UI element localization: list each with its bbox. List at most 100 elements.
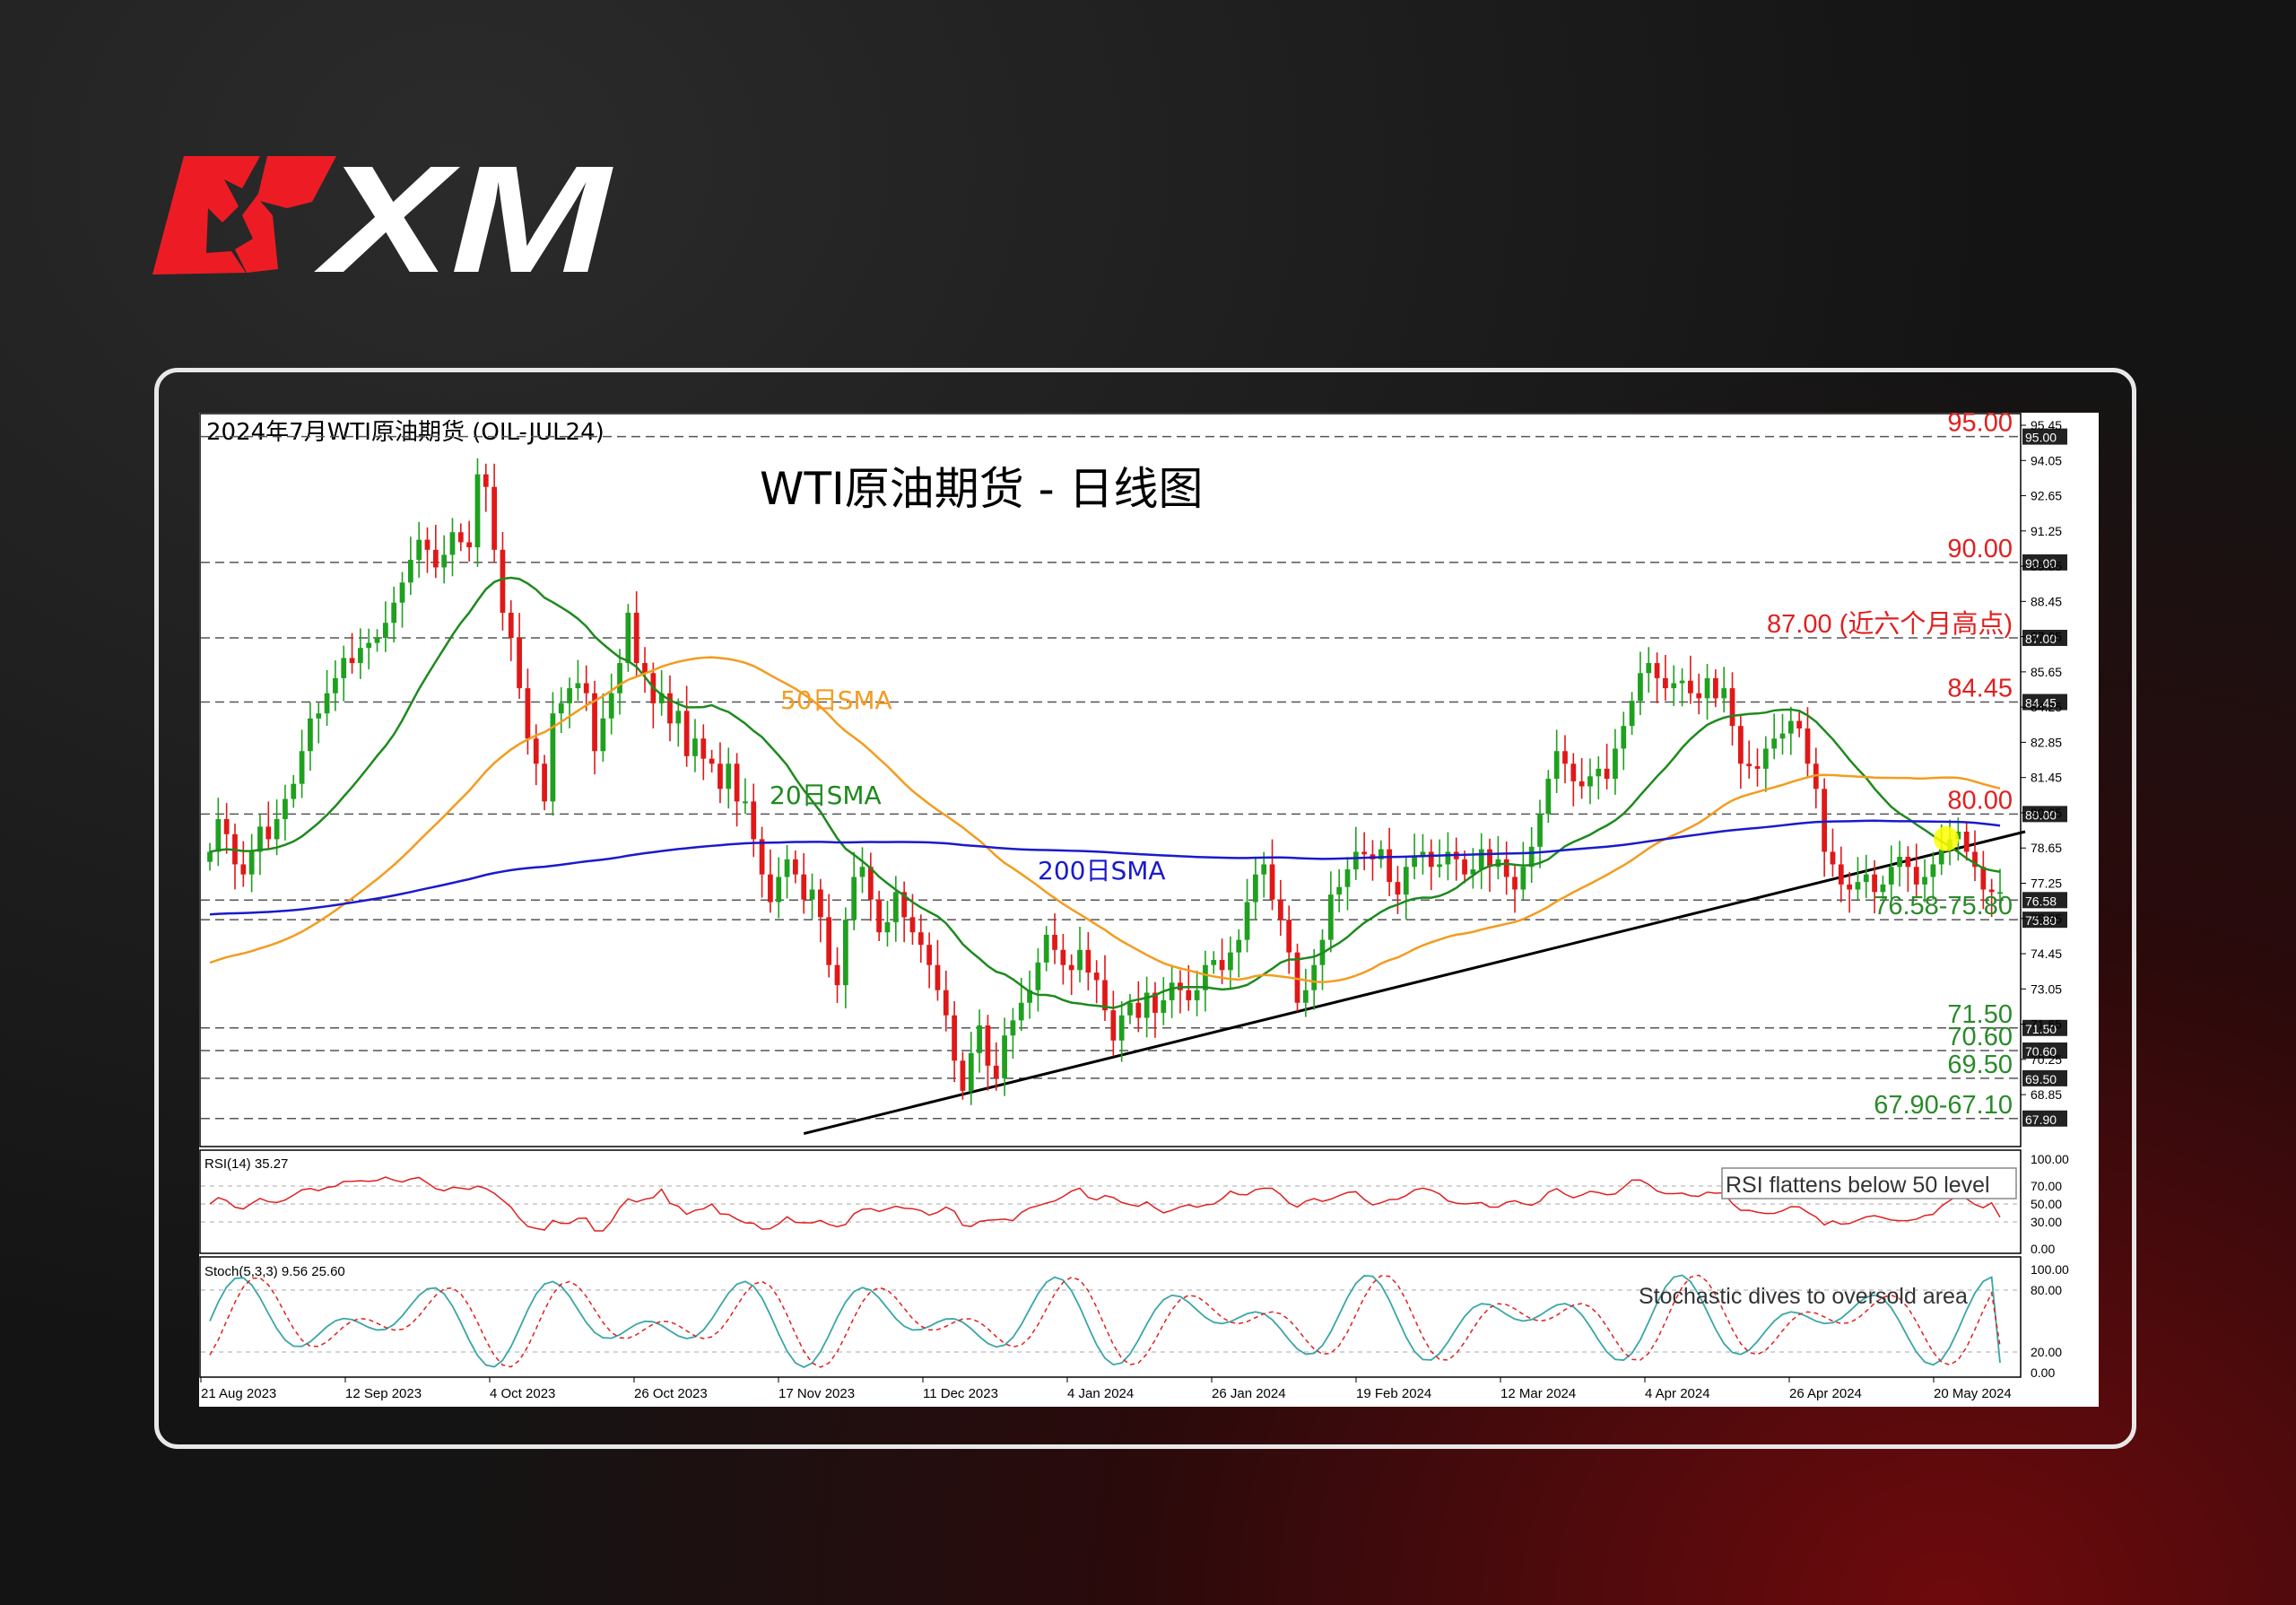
price-tick-label: 81.45 bbox=[2031, 771, 2062, 785]
candle-body bbox=[1327, 894, 1334, 940]
candle-body bbox=[842, 920, 848, 986]
candle-body bbox=[960, 1060, 966, 1091]
candle-body bbox=[1336, 886, 1343, 895]
level-tag bbox=[2022, 806, 2067, 823]
rsi-level-label: 100.00 bbox=[2031, 1152, 2069, 1166]
candle-body bbox=[683, 711, 690, 756]
candle-body bbox=[1161, 999, 1167, 1013]
candle-body bbox=[1746, 763, 1752, 767]
level-tag bbox=[2022, 912, 2067, 929]
level-tag bbox=[2022, 1069, 2067, 1086]
candle-body bbox=[308, 718, 313, 752]
price-tick-label: 75.85 bbox=[2031, 912, 2062, 926]
candle-body bbox=[1420, 851, 1426, 858]
price-tick-label: 70.25 bbox=[2031, 1052, 2062, 1067]
candle-body bbox=[1110, 1010, 1117, 1041]
main-pane-border bbox=[199, 413, 2022, 1147]
x-tick-label: 20 May 2024 bbox=[1934, 1386, 2012, 1401]
candle-body bbox=[793, 859, 798, 875]
candle-body bbox=[1963, 831, 1970, 852]
price-tick-label: 94.05 bbox=[2031, 453, 2062, 467]
candle-body bbox=[642, 663, 648, 674]
candle-body bbox=[1704, 677, 1710, 699]
level-label: 90.00 bbox=[1947, 535, 2013, 563]
support-trendline bbox=[803, 830, 2026, 1136]
candle-body bbox=[1922, 877, 1927, 885]
level-label: 87.00 (近六个月高点) bbox=[1767, 609, 2013, 639]
candle-body bbox=[1613, 748, 1618, 780]
candle-body bbox=[1830, 851, 1836, 865]
candle-body bbox=[1437, 864, 1442, 868]
sma-20-line bbox=[209, 576, 2001, 1009]
candle-body bbox=[1294, 952, 1300, 1003]
candle-body bbox=[1997, 892, 2003, 894]
candle-body bbox=[1085, 949, 1091, 973]
sma-200-line bbox=[209, 819, 2001, 916]
candle-body bbox=[1135, 1002, 1142, 1018]
stoch-level-label: 80.00 bbox=[2031, 1283, 2062, 1297]
candle-body bbox=[567, 688, 572, 703]
candle-body bbox=[1545, 779, 1552, 815]
candle-body bbox=[1638, 673, 1643, 702]
candle-body bbox=[1169, 982, 1175, 1000]
price-tick-label: 80.05 bbox=[2031, 806, 2062, 820]
price-tick-label: 71.65 bbox=[2031, 1017, 2062, 1032]
candle-body bbox=[759, 839, 765, 875]
candle-body bbox=[1713, 677, 1718, 699]
price-tick-label: 85.65 bbox=[2031, 665, 2062, 679]
rsi-level-label: 0.00 bbox=[2031, 1242, 2055, 1256]
bull-logo-mark-right bbox=[235, 156, 336, 273]
candle-body bbox=[1302, 990, 1309, 1003]
candle-body bbox=[432, 549, 439, 568]
sma50-label: 50日SMA bbox=[780, 685, 892, 715]
candle-body bbox=[1587, 776, 1593, 787]
instrument-label: 2024年7月WTI原油期货 (OIL-JUL24) bbox=[206, 419, 604, 446]
candle-body bbox=[1512, 877, 1518, 890]
candle-body bbox=[316, 713, 322, 719]
level-tag-text: 70.60 bbox=[2025, 1044, 2057, 1059]
candle-body bbox=[876, 899, 883, 933]
level-tag bbox=[2022, 554, 2067, 571]
rsi-line bbox=[209, 1176, 2001, 1232]
sma20-label: 20日SMA bbox=[770, 781, 882, 810]
price-tick-label: 87.05 bbox=[2031, 630, 2062, 644]
x-tick-label: 26 Jan 2024 bbox=[1212, 1386, 1286, 1401]
candle-body bbox=[1118, 1015, 1125, 1041]
price-tick-label: 78.65 bbox=[2031, 841, 2062, 855]
candle-body bbox=[977, 1025, 982, 1053]
candle-body bbox=[558, 702, 564, 714]
candle-body bbox=[1253, 874, 1258, 903]
rsi-level-label: 30.00 bbox=[2031, 1215, 2062, 1229]
candle-body bbox=[608, 693, 614, 719]
candle-body bbox=[1077, 949, 1083, 971]
candle-body bbox=[985, 1025, 991, 1066]
candle-body bbox=[1261, 864, 1267, 875]
candle-body bbox=[1562, 751, 1568, 764]
candle-body bbox=[1880, 884, 1886, 893]
candle-body bbox=[1729, 688, 1735, 727]
candle-body bbox=[1779, 733, 1786, 739]
candle-body bbox=[1194, 990, 1200, 1000]
candle-body bbox=[1847, 884, 1852, 890]
rsi-pane-border bbox=[199, 1149, 2022, 1254]
candle-body bbox=[1696, 693, 1702, 699]
candle-body bbox=[1495, 859, 1501, 868]
price-tick-label: 84.25 bbox=[2031, 700, 2062, 714]
candle-body bbox=[892, 892, 899, 922]
price-tick-label: 88.45 bbox=[2031, 594, 2062, 608]
stoch-pane-border bbox=[199, 1256, 2022, 1378]
candle-body bbox=[223, 818, 230, 834]
candle-body bbox=[1520, 867, 1526, 890]
rsi-annotation-box bbox=[1721, 1167, 2017, 1199]
chart-panel: 2024年7月WTI原油期货 (OIL-JUL24) WTI原油期货 - 日线图… bbox=[199, 413, 2099, 1407]
candle-body bbox=[1311, 964, 1318, 990]
candle-body bbox=[818, 889, 823, 918]
candle-body bbox=[1621, 726, 1627, 749]
candle-body bbox=[943, 990, 949, 1016]
candle-body bbox=[1186, 990, 1192, 1000]
candle-body bbox=[1671, 683, 1677, 689]
candle-body bbox=[449, 532, 456, 555]
level-tag bbox=[2022, 428, 2067, 445]
price-tick-label: 77.25 bbox=[2031, 876, 2062, 890]
sma-50-line bbox=[209, 656, 2001, 984]
